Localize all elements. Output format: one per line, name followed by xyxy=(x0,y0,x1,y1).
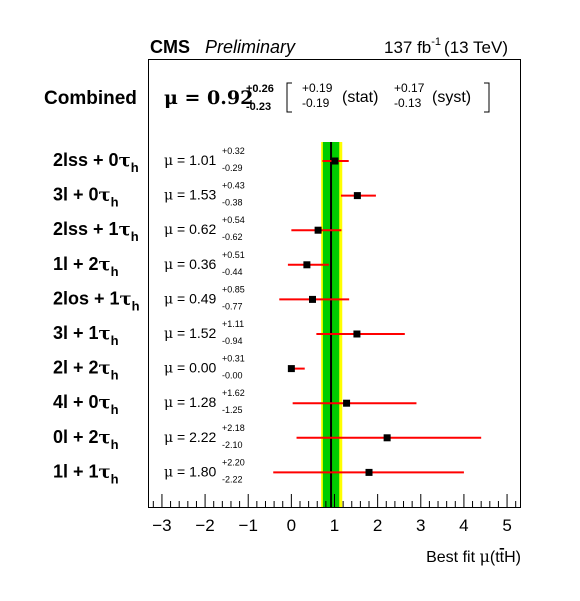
channel-mu: μ = 1.01 xyxy=(164,152,217,169)
channel-point xyxy=(314,226,322,234)
channel-err-down: -0.77 xyxy=(222,301,243,311)
channel-err-up: +0.51 xyxy=(222,250,245,260)
channel-label: 3l + 1τh xyxy=(53,323,119,348)
combined-mu: μ = 0.92 xyxy=(164,87,253,109)
channel-mu: μ = 1.80 xyxy=(164,463,217,480)
channel-err-down: -2.22 xyxy=(222,474,243,484)
channel-mu: μ = 1.52 xyxy=(164,325,217,342)
channel-point xyxy=(353,330,361,338)
channel-mu: μ = 1.53 xyxy=(164,187,217,204)
channel-label: 4l + 0τh xyxy=(53,392,119,417)
channel-point xyxy=(365,468,373,476)
channel-point xyxy=(353,192,361,200)
channel-err-up: +1.62 xyxy=(222,388,245,398)
channel-point xyxy=(287,365,295,373)
x-tick-label: −1 xyxy=(239,516,258,535)
x-tick-label: 0 xyxy=(287,516,296,535)
channel-point xyxy=(343,399,351,407)
channel-point xyxy=(303,261,311,269)
channel-label: 0l + 2τh xyxy=(53,427,119,452)
channel-err-up: +2.20 xyxy=(222,457,245,467)
x-tick-label: 1 xyxy=(330,516,339,535)
channel-label: 1l + 1τh xyxy=(53,461,119,486)
channel-label: 2los + 1τh xyxy=(53,288,140,313)
channel-err-down: -0.44 xyxy=(222,267,243,277)
x-axis-title: Best fit μ(ttH) xyxy=(426,547,521,566)
channel-err-up: +0.31 xyxy=(222,354,245,364)
x-tick-label: 4 xyxy=(459,516,468,535)
channel-err-up: +1.11 xyxy=(222,319,244,329)
channel-err-down: -0.29 xyxy=(222,163,243,173)
channel-row: 2los + 1τh μ = 0.49 +0.85 -0.77 xyxy=(53,284,350,313)
channel-row: 4l + 0τh μ = 1.28 +1.62 -1.25 xyxy=(53,388,417,417)
channel-rows: 2lss + 0τh μ = 1.01 +0.32 -0.29 3l + 0τh μ = … xyxy=(53,146,482,486)
channel-label: 2lss + 0τh xyxy=(53,150,139,175)
channel-point xyxy=(308,295,316,303)
channel-mu: μ = 0.62 xyxy=(164,221,217,238)
channel-mu: μ = 1.28 xyxy=(164,394,217,411)
channel-row: 3l + 0τh μ = 1.53 +0.43 -0.38 xyxy=(53,181,376,210)
channel-point xyxy=(383,434,391,442)
channel-row: 3l + 1τh μ = 1.52 +1.11 -0.94 xyxy=(53,319,405,348)
combined-label: Combined xyxy=(44,88,137,109)
channel-mu: μ = 0.36 xyxy=(164,256,217,273)
cms-label: CMS xyxy=(150,37,190,57)
channel-mu: μ = 0.00 xyxy=(164,360,217,377)
bracket-left xyxy=(286,82,292,113)
stat-down: -0.19 xyxy=(302,96,330,110)
channel-err-down: -0.94 xyxy=(222,336,243,346)
channel-err-up: +0.32 xyxy=(222,146,245,156)
lumi-label: 137 fb-1 (13 TeV) xyxy=(384,36,508,57)
channel-err-down: -2.10 xyxy=(222,440,243,450)
x-tick-label: 2 xyxy=(373,516,382,535)
channel-label: 2lss + 1τh xyxy=(53,219,139,244)
channel-mu: μ = 2.22 xyxy=(164,429,217,446)
channel-err-up: +2.18 xyxy=(222,423,245,433)
stat-label: (stat) xyxy=(342,89,378,106)
plot-frame xyxy=(148,59,521,508)
channel-err-up: +0.54 xyxy=(222,215,245,225)
preliminary-label: Preliminary xyxy=(205,37,296,57)
channel-mu: μ = 0.49 xyxy=(164,290,217,307)
x-tick-label: 3 xyxy=(416,516,425,535)
combined-up: +0.26 xyxy=(246,83,274,95)
channel-label: 1l + 2τh xyxy=(53,254,119,279)
stat-up: +0.19 xyxy=(302,81,333,95)
channel-point xyxy=(331,157,339,165)
channel-row: 2l + 2τh μ = 0.00 +0.31 -0.00 xyxy=(53,354,305,383)
syst-up: +0.17 xyxy=(394,81,425,95)
channel-err-up: +0.43 xyxy=(222,181,245,191)
channel-row: 0l + 2τh μ = 2.22 +2.18 -2.10 xyxy=(53,423,482,452)
channel-err-down: -0.00 xyxy=(222,371,243,381)
bracket-right xyxy=(484,82,490,113)
x-tick-label: 5 xyxy=(502,516,511,535)
channel-label: 3l + 0τh xyxy=(53,185,119,210)
channel-err-down: -0.38 xyxy=(222,198,243,208)
channel-err-down: -1.25 xyxy=(222,405,243,415)
syst-label: (syst) xyxy=(432,89,471,106)
channel-row: 1l + 1τh μ = 1.80 +2.20 -2.22 xyxy=(53,457,464,486)
x-tick-label: −2 xyxy=(195,516,214,535)
syst-down: -0.13 xyxy=(394,96,422,110)
channel-err-up: +0.85 xyxy=(222,284,245,294)
x-axis: −3 −2 −1 0 1 2 3 4 5 xyxy=(152,494,517,535)
channel-err-down: -0.62 xyxy=(222,232,243,242)
channel-row: 1l + 2τh μ = 0.36 +0.51 -0.44 xyxy=(53,250,329,279)
combined-down: -0.23 xyxy=(246,101,271,113)
x-tick-label: −3 xyxy=(152,516,171,535)
channel-row: 2lss + 0τh μ = 1.01 +0.32 -0.29 xyxy=(53,146,349,175)
channel-label: 2l + 2τh xyxy=(53,358,119,383)
channel-row: 2lss + 1τh μ = 0.62 +0.54 -0.62 xyxy=(53,215,342,244)
